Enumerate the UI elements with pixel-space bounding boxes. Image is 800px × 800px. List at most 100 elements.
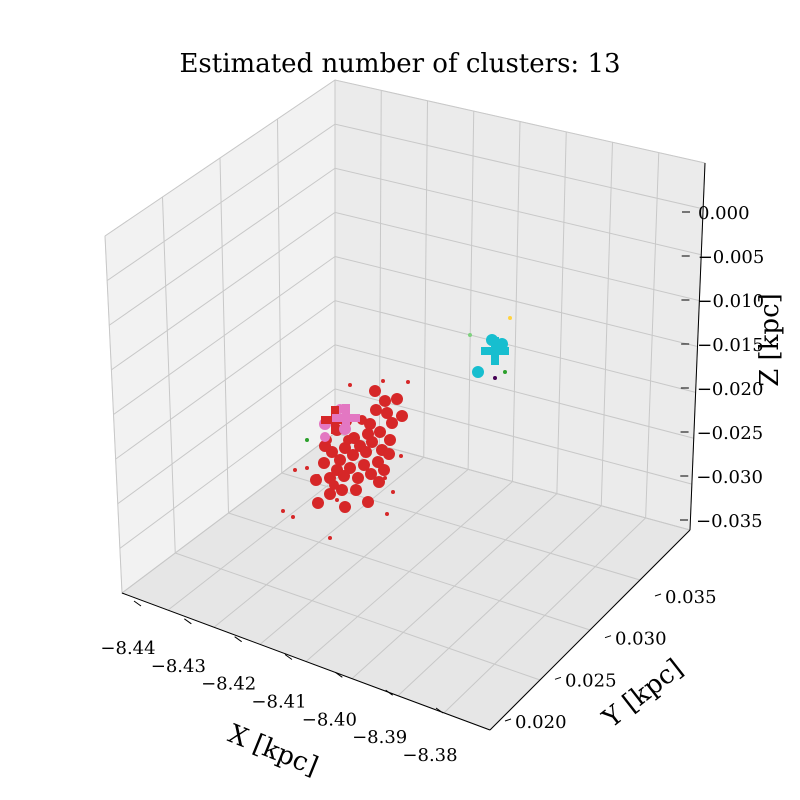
data-point: [373, 476, 385, 488]
y-tick-mark: [604, 635, 612, 639]
z-tick-label: 0.000: [698, 203, 750, 224]
data-point: [305, 438, 309, 442]
x-tick-label: −8.41: [251, 692, 306, 713]
z-tick-label: −0.005: [698, 247, 765, 268]
data-point: [374, 426, 386, 438]
data-point: [293, 468, 297, 472]
data-point: [312, 497, 324, 509]
data-point: [291, 515, 295, 519]
z-grid-line: [117, 344, 694, 505]
data-point: [320, 432, 330, 442]
x-tick-mark: [234, 636, 242, 643]
data-point: [334, 454, 346, 466]
x-axis-line: [121, 592, 491, 731]
data-point: [370, 404, 382, 416]
z-grid-line: [119, 388, 693, 549]
x-tick-mark: [284, 654, 293, 660]
z-tick-label: −0.015: [697, 335, 764, 356]
data-point: [347, 449, 359, 461]
data-point: [493, 376, 497, 380]
x-tick-label: −8.40: [302, 709, 357, 730]
data-point: [316, 474, 320, 478]
data-point: [391, 490, 395, 494]
x-tick-mark: [385, 689, 393, 696]
cluster-centroids: [321, 337, 509, 434]
x-tick-mark: [133, 600, 142, 607]
data-point: [384, 434, 396, 446]
y-tick-mark: [554, 676, 562, 680]
data-point: [468, 333, 472, 337]
x-tick-mark: [435, 707, 444, 714]
centroid-marker: [332, 404, 360, 432]
data-point: [352, 472, 364, 484]
data-point: [391, 393, 403, 405]
y-axis-line: [489, 529, 691, 731]
x-tick-label: −8.38: [402, 745, 457, 766]
z-axis-line: [689, 162, 706, 531]
data-point: [310, 474, 322, 486]
data-point: [348, 383, 352, 387]
data-point: [335, 498, 339, 502]
z-tick-label: −0.025: [697, 423, 764, 444]
z-grid-line: [106, 123, 704, 282]
data-point: [362, 496, 374, 508]
z-axis-label: Z [kpc]: [755, 293, 785, 387]
data-point: [338, 470, 350, 482]
data-point: [336, 484, 348, 496]
y-tick-mark: [654, 593, 662, 597]
data-point: [329, 480, 339, 490]
data-point: [378, 464, 390, 476]
data-point: [383, 448, 395, 460]
data-point: [324, 488, 336, 500]
y-tick-label: 0.025: [565, 670, 617, 691]
data-point: [358, 459, 370, 471]
z-grid-line: [115, 300, 696, 460]
z-tick-label: −0.035: [696, 511, 763, 532]
z-tick-label: −0.020: [697, 379, 764, 400]
z-grid-line: [104, 79, 706, 237]
y-tick-label: 0.020: [515, 712, 567, 733]
data-point: [360, 446, 372, 458]
y-tick-mark: [504, 718, 512, 722]
data-point: [396, 410, 408, 422]
data-point: [503, 370, 507, 374]
data-point: [366, 436, 378, 448]
data-point: [386, 417, 398, 429]
data-point: [369, 385, 381, 397]
tick-labels: −8.44−8.43−8.42−8.41−8.40−8.39−8.38 0.020…: [100, 203, 764, 766]
data-point: [381, 407, 393, 419]
data-point: [350, 484, 362, 496]
x-tick-label: −8.42: [201, 674, 256, 695]
data-point: [305, 466, 309, 470]
grid-lines: [104, 79, 706, 731]
z-grid-line: [113, 255, 698, 415]
data-point: [399, 454, 403, 458]
data-point: [472, 366, 484, 378]
data-point: [318, 457, 330, 469]
x-tick-mark: [335, 671, 343, 678]
x-tick-label: −8.43: [151, 656, 206, 677]
data-point: [385, 512, 389, 516]
data-point: [343, 435, 353, 445]
x-tick-mark: [184, 618, 192, 625]
data-point: [381, 379, 385, 383]
data-point: [508, 316, 512, 320]
data-point: [406, 380, 410, 384]
data-point: [383, 476, 387, 480]
chart-title: Estimated number of clusters: 13: [179, 49, 620, 79]
y-tick-label: 0.035: [665, 587, 717, 608]
data-point: [365, 468, 377, 480]
axis-lines: [121, 162, 706, 731]
z-grid-line: [108, 167, 702, 326]
z-grid-line: [111, 211, 700, 371]
data-point: [328, 536, 332, 540]
data-point: [364, 418, 376, 430]
z-tick-label: −0.010: [697, 291, 764, 312]
data-point: [339, 501, 351, 513]
data-point: [379, 395, 391, 407]
centroid-marker: [481, 337, 509, 365]
x-tick-label: −8.39: [352, 727, 407, 748]
z-tick-label: −0.030: [696, 467, 763, 488]
x-tick-label: −8.44: [100, 638, 155, 659]
